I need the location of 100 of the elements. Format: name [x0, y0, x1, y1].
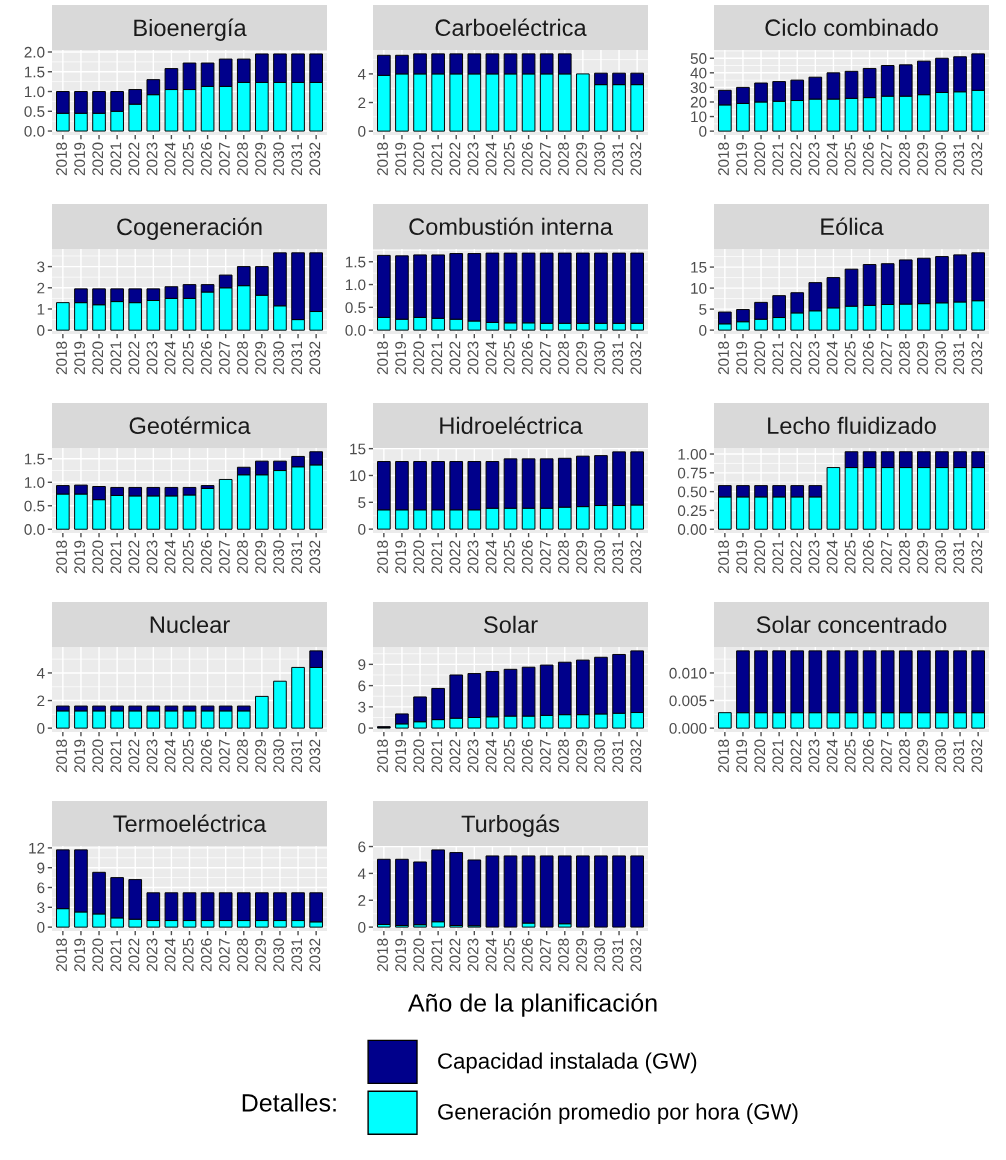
x-tick-label: 2022	[790, 341, 802, 375]
x-tick-label: 2019	[74, 341, 86, 375]
x-axis-title: Año de la planificación	[407, 993, 657, 1017]
x-tick-label: 2023	[146, 938, 158, 972]
y-tick-label: 0.25	[677, 505, 707, 517]
x-tick-label: 2032	[630, 341, 642, 375]
y-tick-label: 0.00	[677, 524, 707, 535]
x-tick-label: 2028	[237, 341, 248, 375]
y-tick-label: 2	[358, 895, 366, 906]
y-tick-label: 0	[358, 921, 366, 933]
x-tick-label: 2019	[736, 540, 748, 574]
y-tick-label: 6	[358, 841, 366, 853]
y-tick-label: 6	[358, 680, 366, 692]
chart-title: Geotérmica	[129, 416, 251, 435]
chart-title: Turbogás	[461, 814, 560, 837]
x-tick-label: 2025	[503, 142, 515, 176]
x-tick-label: 2029	[255, 739, 266, 773]
x-tick-label: 2029	[917, 341, 928, 375]
x-tick-label: 2032	[309, 739, 321, 773]
y-tick-label: 5	[358, 497, 366, 508]
x-tick-label: 2025	[844, 540, 856, 574]
x-tick-label: 2027	[218, 341, 230, 375]
y-tick-label: 0.75	[677, 467, 707, 479]
x-tick-label: 2025	[182, 142, 194, 176]
y-tick-label: 0.50	[677, 486, 707, 498]
x-tick-label: 2029	[255, 938, 266, 972]
y-tick-label: 0.0	[345, 324, 366, 336]
x-tick-label: 2024	[485, 739, 497, 773]
x-tick-label: 2018	[377, 142, 388, 176]
y-tick-label: 0	[358, 524, 366, 535]
x-tick-label: 2032	[309, 540, 321, 574]
x-tick-label: 2023	[146, 739, 158, 773]
x-tick-label: 2018	[56, 739, 67, 773]
x-tick-label: 2029	[917, 540, 928, 574]
x-tick-label: 2024	[485, 938, 497, 972]
x-tick-label: 2028	[558, 540, 569, 574]
x-tick-label: 2024	[826, 739, 838, 773]
legend-title: Detalles:	[242, 1093, 336, 1112]
x-tick-label: 2023	[808, 739, 820, 773]
x-tick-label: 2028	[237, 540, 248, 574]
y-tick-label: 4	[357, 68, 366, 80]
x-tick-label: 2026	[521, 341, 533, 375]
x-tick-label: 2024	[485, 540, 497, 574]
y-tick-label: 1.0	[345, 279, 366, 291]
x-tick-label: 2020	[754, 739, 766, 773]
y-tick-label: 1.00	[678, 448, 707, 460]
y-tick-label: 1.0	[24, 86, 45, 98]
x-tick-label: 2021	[110, 739, 122, 773]
y-tick-label: 4	[36, 667, 45, 679]
x-tick-label: 2029	[576, 540, 587, 574]
x-tick-label: 2032	[971, 341, 983, 375]
x-tick-label: 2031	[291, 739, 303, 773]
x-tick-label: 2022	[128, 540, 140, 574]
legend-label: Generación promedio por hora (GW)	[438, 1103, 798, 1125]
x-tick-label: 2031	[291, 142, 303, 176]
x-tick-label: 2025	[503, 341, 515, 375]
x-tick-label: 2018	[718, 739, 729, 773]
x-tick-label: 2020	[413, 938, 425, 972]
x-tick-label: 2025	[844, 739, 856, 773]
x-tick-label: 2023	[808, 540, 820, 574]
x-tick-label: 2027	[880, 341, 892, 375]
y-tick-label: 0	[37, 922, 45, 933]
y-tick-label: 0	[358, 722, 366, 734]
x-tick-label: 2018	[718, 341, 729, 375]
y-tick-label: 0.5	[24, 500, 45, 512]
x-tick-label: 2019	[736, 739, 748, 773]
y-tick-label: 1.5	[345, 256, 366, 268]
x-tick-label: 2031	[291, 938, 303, 972]
y-tick-label: 3	[37, 261, 45, 273]
x-tick-label: 2028	[558, 938, 569, 972]
x-tick-label: 2026	[862, 739, 874, 773]
x-tick-label: 2028	[899, 341, 910, 375]
y-tick-label: 1.0	[24, 477, 45, 488]
x-tick-label: 2024	[164, 540, 176, 574]
x-tick-label: 2026	[200, 540, 212, 574]
x-tick-label: 2026	[521, 540, 533, 574]
x-tick-label: 2022	[449, 938, 461, 972]
y-tick-label: 2	[37, 282, 45, 294]
chart-title: Termoeléctrica	[113, 814, 267, 833]
x-tick-label: 2027	[880, 739, 892, 773]
x-tick-label: 2024	[164, 938, 176, 972]
x-tick-label: 2018	[56, 341, 67, 375]
x-tick-label: 2020	[754, 341, 766, 375]
x-tick-label: 2023	[146, 142, 158, 176]
x-tick-label: 2028	[558, 142, 569, 176]
x-tick-label: 2021	[772, 341, 784, 375]
x-tick-label: 2025	[182, 341, 194, 375]
x-tick-label: 2031	[612, 540, 624, 574]
x-tick-label: 2024	[485, 142, 497, 176]
x-tick-label: 2018	[377, 938, 388, 972]
x-tick-label: 2028	[558, 739, 569, 773]
x-tick-label: 2025	[503, 739, 515, 773]
chart-title: Solar	[484, 615, 538, 634]
x-tick-label: 2029	[917, 142, 928, 176]
x-tick-label: 2019	[395, 540, 407, 574]
x-tick-label: 2029	[576, 938, 587, 972]
x-tick-label: 2030	[594, 341, 606, 375]
x-tick-label: 2028	[237, 739, 248, 773]
x-tick-label: 2019	[74, 938, 86, 972]
y-tick-label: 0.005	[669, 695, 707, 707]
